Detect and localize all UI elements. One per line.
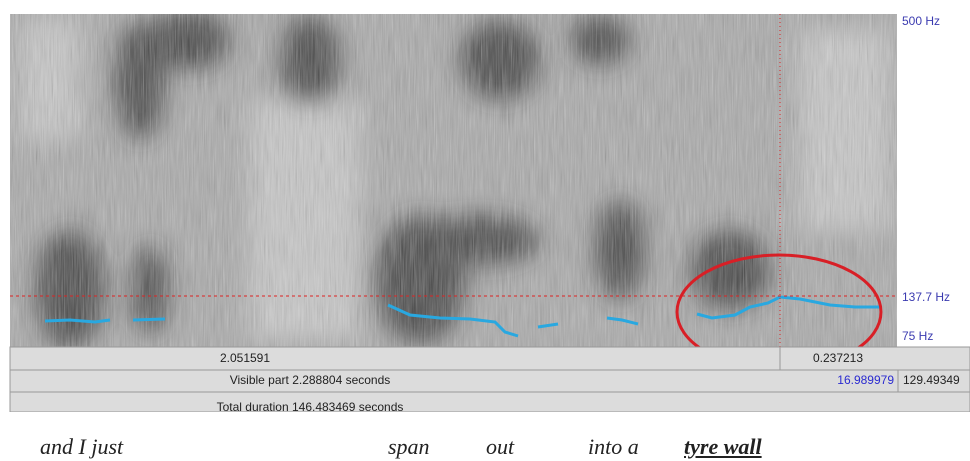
window-end: 129.49349 [903,373,960,387]
visible-label: Visible part 2.288804 seconds [230,373,391,387]
axis-label: 75 Hz [902,329,933,343]
frequency-axis [897,14,970,347]
total-bar[interactable] [9,391,970,413]
window-start: 16.989979 [837,373,894,387]
visible-bar[interactable] [9,369,970,393]
axis-label: 137.7 Hz [902,290,950,304]
selection-duration: 0.237213 [813,351,863,365]
transcript-word: into a [588,434,639,459]
axis-label: 500 Hz [902,14,940,28]
transcript-highlight: tyre wall [684,434,762,459]
selection-duration: 2.051591 [220,351,270,365]
pitch-contour [44,295,880,338]
total-label: Total duration 146.483469 seconds [217,400,404,414]
spectrogram [10,14,897,347]
praat-editor: 500 Hz 137.7 Hz 75 Hz 2.051591 0.237213 … [9,14,970,415]
transcript-word: span [388,434,430,459]
transcript-word: out [486,434,515,459]
transcript-word: and I just [40,434,124,459]
